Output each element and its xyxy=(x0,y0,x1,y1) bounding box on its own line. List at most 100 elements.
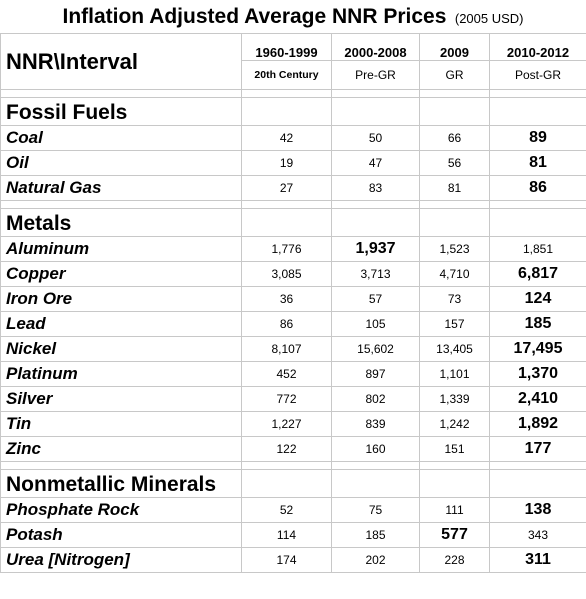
section-title: Metals xyxy=(0,208,242,237)
value-cell: 174 xyxy=(241,547,332,573)
price-table-body: NNR\Interval 1960-1999 2000-2008 2009 20… xyxy=(0,33,586,573)
value-cell: 27 xyxy=(241,175,332,201)
table-row: Coal 42 50 66 89 xyxy=(0,125,586,151)
interval-header: 2000-2008 xyxy=(331,33,420,61)
value-cell: 157 xyxy=(419,311,490,337)
row-label: Aluminum xyxy=(0,236,242,262)
period-header: 20th Century xyxy=(241,60,332,90)
row-label: Natural Gas xyxy=(0,175,242,201)
row-label: Iron Ore xyxy=(0,286,242,312)
row-label: Potash xyxy=(0,522,242,548)
value-cell: 17,495 xyxy=(489,336,586,362)
value-cell: 839 xyxy=(331,411,420,437)
value-cell: 8,107 xyxy=(241,336,332,362)
empty-cell xyxy=(241,469,332,498)
spacer-row xyxy=(0,200,586,209)
section-row: Metals xyxy=(0,208,586,237)
period-header: Post-GR xyxy=(489,60,586,90)
value-cell: 105 xyxy=(331,311,420,337)
value-cell: 343 xyxy=(489,522,586,548)
section-title: Fossil Fuels xyxy=(0,97,242,126)
table-row: Iron Ore 36 57 73 124 xyxy=(0,286,586,312)
value-cell: 36 xyxy=(241,286,332,312)
value-cell: 1,242 xyxy=(419,411,490,437)
value-cell: 228 xyxy=(419,547,490,573)
value-cell: 50 xyxy=(331,125,420,151)
empty-cell xyxy=(241,208,332,237)
row-label: Coal xyxy=(0,125,242,151)
value-cell: 15,602 xyxy=(331,336,420,362)
value-cell: 52 xyxy=(241,497,332,523)
spacer-row xyxy=(0,461,586,470)
interval-header: 2010-2012 xyxy=(489,33,586,61)
row-label: Platinum xyxy=(0,361,242,387)
value-cell: 124 xyxy=(489,286,586,312)
value-cell: 577 xyxy=(419,522,490,548)
table-row: Nickel 8,107 15,602 13,405 17,495 xyxy=(0,336,586,362)
period-header: Pre-GR xyxy=(331,60,420,90)
empty-cell xyxy=(331,469,420,498)
price-table: NNR\Interval 1960-1999 2000-2008 2009 20… xyxy=(0,33,586,573)
value-cell: 202 xyxy=(331,547,420,573)
value-cell: 1,937 xyxy=(331,236,420,262)
value-cell: 185 xyxy=(489,311,586,337)
row-label: Copper xyxy=(0,261,242,287)
interval-header: 2009 xyxy=(419,33,490,61)
table-row: Urea [Nitrogen] 174 202 228 311 xyxy=(0,547,586,573)
value-cell: 42 xyxy=(241,125,332,151)
spacer-cell xyxy=(489,89,586,98)
spacer-cell xyxy=(489,461,586,470)
row-label: Nickel xyxy=(0,336,242,362)
row-label: Zinc xyxy=(0,436,242,462)
value-cell: 1,101 xyxy=(419,361,490,387)
table-row: Platinum 452 897 1,101 1,370 xyxy=(0,361,586,387)
value-cell: 897 xyxy=(331,361,420,387)
table-row: Copper 3,085 3,713 4,710 6,817 xyxy=(0,261,586,287)
empty-cell xyxy=(489,208,586,237)
spacer-cell xyxy=(331,200,420,209)
value-cell: 3,713 xyxy=(331,261,420,287)
empty-cell xyxy=(331,208,420,237)
row-label: Phosphate Rock xyxy=(0,497,242,523)
section-row: Nonmetallic Minerals xyxy=(0,469,586,498)
table-row: Zinc 122 160 151 177 xyxy=(0,436,586,462)
value-cell: 4,710 xyxy=(419,261,490,287)
row-label: Tin xyxy=(0,411,242,437)
title-text: Inflation Adjusted Average NNR Prices xyxy=(62,5,447,28)
value-cell: 81 xyxy=(419,175,490,201)
value-cell: 1,851 xyxy=(489,236,586,262)
table-row: Lead 86 105 157 185 xyxy=(0,311,586,337)
spacer-cell xyxy=(241,461,332,470)
interval-header: 1960-1999 xyxy=(241,33,332,61)
value-cell: 1,370 xyxy=(489,361,586,387)
header-row-periods: 20th Century Pre-GR GR Post-GR xyxy=(1,60,586,90)
spacer-cell xyxy=(419,200,490,209)
empty-cell xyxy=(331,97,420,126)
value-cell: 83 xyxy=(331,175,420,201)
value-cell: 185 xyxy=(331,522,420,548)
section-title: Nonmetallic Minerals xyxy=(0,469,242,498)
spacer-cell xyxy=(419,461,490,470)
period-header: GR xyxy=(419,60,490,90)
value-cell: 138 xyxy=(489,497,586,523)
value-cell: 73 xyxy=(419,286,490,312)
value-cell: 86 xyxy=(241,311,332,337)
empty-cell xyxy=(489,97,586,126)
spacer-cell xyxy=(0,200,242,209)
spacer-cell xyxy=(489,200,586,209)
empty-cell xyxy=(419,469,490,498)
value-cell: 802 xyxy=(331,386,420,412)
value-cell: 111 xyxy=(419,497,490,523)
value-cell: 47 xyxy=(331,150,420,176)
value-cell: 1,892 xyxy=(489,411,586,437)
empty-cell xyxy=(419,208,490,237)
empty-cell xyxy=(419,97,490,126)
value-cell: 6,817 xyxy=(489,261,586,287)
value-cell: 311 xyxy=(489,547,586,573)
value-cell: 57 xyxy=(331,286,420,312)
table-row: Potash 114 185 577 343 xyxy=(0,522,586,548)
value-cell: 13,405 xyxy=(419,336,490,362)
value-cell: 772 xyxy=(241,386,332,412)
value-cell: 1,227 xyxy=(241,411,332,437)
value-cell: 81 xyxy=(489,150,586,176)
